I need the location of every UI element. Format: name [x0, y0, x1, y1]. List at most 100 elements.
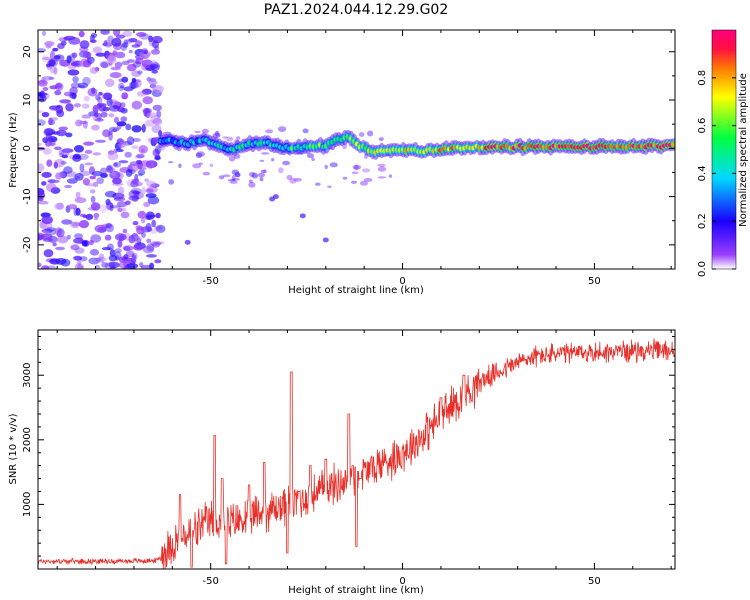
spectrogram-speckle	[117, 239, 123, 248]
spectrogram-speckle	[67, 204, 78, 210]
spectrogram-xtick-label: -50	[203, 276, 219, 287]
spectrogram-speckle	[131, 77, 137, 83]
spectrogram-speckle	[137, 210, 147, 219]
spectrogram-speckle	[192, 163, 202, 169]
spectrogram-speckle	[141, 217, 146, 224]
spectrogram-speckle	[137, 173, 143, 177]
chart-title: PAZ1.2024.044.12.29.G02	[264, 2, 449, 18]
spectrogram-speckle	[82, 178, 90, 186]
spectrogram-speckle	[154, 156, 162, 161]
spectrogram-speckle	[117, 82, 125, 92]
spectrogram-speckle	[79, 40, 90, 49]
spectrogram-speckle	[56, 109, 65, 118]
spectrogram-speckle	[101, 262, 109, 268]
spectrogram-speckle	[107, 55, 117, 64]
spectrogram-speckle	[257, 172, 265, 178]
spectrogram-speckle	[105, 222, 112, 229]
spectrogram-speckle	[126, 179, 137, 188]
spectrogram-speckle	[78, 30, 85, 38]
spectrogram-speckle	[236, 136, 241, 140]
spectrogram-ytick-label: 10	[22, 94, 33, 107]
spectrogram-speckle	[79, 121, 88, 124]
spectrogram-speckle	[90, 195, 96, 203]
spectrogram-speckle	[106, 167, 116, 173]
spectrogram-speckle	[146, 238, 152, 244]
spectrogram-speckle	[100, 167, 108, 175]
spectrogram-speckle	[259, 159, 265, 162]
spectrogram-speckle	[150, 241, 162, 246]
spectrogram-speckle	[265, 129, 274, 134]
spectrogram-speckle	[377, 163, 386, 167]
spectrogram-speckle	[48, 76, 55, 81]
spectrogram-speckle	[38, 80, 47, 84]
spectrogram-speckle	[128, 235, 136, 244]
spectrogram-speckle	[109, 170, 121, 180]
spectrogram-speckle	[106, 164, 114, 174]
spectrogram-speckle	[311, 157, 315, 162]
spectrogram-speckle	[132, 221, 139, 226]
spectrogram-speckle	[128, 81, 139, 89]
spectrogram-speckle	[92, 105, 99, 114]
spectrogram-speckle	[123, 254, 129, 260]
spectrogram-speckle	[56, 129, 67, 137]
spectrogram-speckle	[38, 200, 49, 205]
spectrogram-speckle	[150, 49, 161, 55]
spectrogram-speckle	[263, 169, 267, 174]
spectrogram-speckle	[81, 114, 92, 119]
spectrogram-speckle	[71, 52, 78, 58]
spectrogram-speckle	[106, 97, 113, 107]
spectrogram-speckle	[152, 118, 163, 126]
snr-ytick-label: 1000	[22, 492, 33, 517]
spectrogram-speckle	[302, 128, 309, 134]
spectrogram-speckle	[50, 187, 61, 194]
spectrogram-speckle	[117, 207, 123, 213]
spectrogram-speckle	[125, 38, 134, 44]
spectrogram-speckle	[234, 172, 241, 178]
spectrogram-speckle	[114, 255, 120, 261]
spectrogram-speckle	[103, 40, 108, 47]
spectrogram-speckle	[135, 57, 144, 65]
spectrogram-ytick-label: 0	[22, 145, 33, 151]
spectrogram-speckle	[363, 177, 373, 182]
spectrogram-speckle	[118, 160, 129, 164]
snr-panel: -50 0 50 1000 2000 3000 Height of straig…	[8, 329, 676, 596]
spectrogram-speckle	[71, 222, 80, 227]
spectrogram-speckle	[73, 207, 78, 217]
spectrogram-speckle	[329, 162, 338, 168]
spectrogram-speckle	[57, 235, 69, 244]
spectrogram-speckle	[227, 179, 236, 182]
colorbar-tick-label: 0.8	[697, 70, 708, 86]
spectrogram-speckle	[104, 190, 117, 198]
spectrogram-speckle	[142, 96, 153, 105]
spectrogram-speckle	[125, 200, 131, 206]
spectrogram-speckle	[70, 244, 80, 251]
spectrogram-speckle	[91, 170, 103, 177]
spectrogram-speckle	[351, 180, 357, 184]
spectrogram-speckle	[151, 219, 157, 228]
spectrogram-speckle	[278, 167, 284, 174]
spectrogram-speckle	[299, 213, 306, 219]
spectrogram-speckle	[90, 67, 98, 74]
spectrogram-speckle	[152, 40, 159, 49]
spectrogram-speckle	[64, 171, 77, 178]
spectrogram-speckle	[55, 172, 63, 180]
snr-frame	[37, 329, 676, 570]
spectrogram-speckle	[131, 100, 142, 110]
spectrogram-speckle	[260, 152, 270, 155]
spectrogram-speckle	[84, 149, 93, 154]
spectrogram-speckle	[94, 217, 98, 221]
spectrogram-speckle	[126, 63, 137, 72]
spectrogram-speckle	[41, 228, 53, 234]
colorbar-tick-label: 0.4	[697, 165, 708, 181]
spectrogram-speckle	[226, 136, 234, 142]
spectrogram-speckle	[289, 177, 297, 184]
spectrogram-speckle	[54, 146, 62, 151]
spectrogram-speckle	[79, 256, 88, 262]
spectrogram-speckle	[106, 201, 113, 211]
spectrogram-speckle	[53, 67, 58, 75]
spectrogram-speckle	[109, 72, 122, 79]
spectrogram-speckle	[54, 158, 65, 168]
spectrogram-speckle	[388, 174, 393, 178]
spectrogram-speckle	[66, 234, 71, 240]
spectrogram-speckle	[83, 141, 95, 146]
